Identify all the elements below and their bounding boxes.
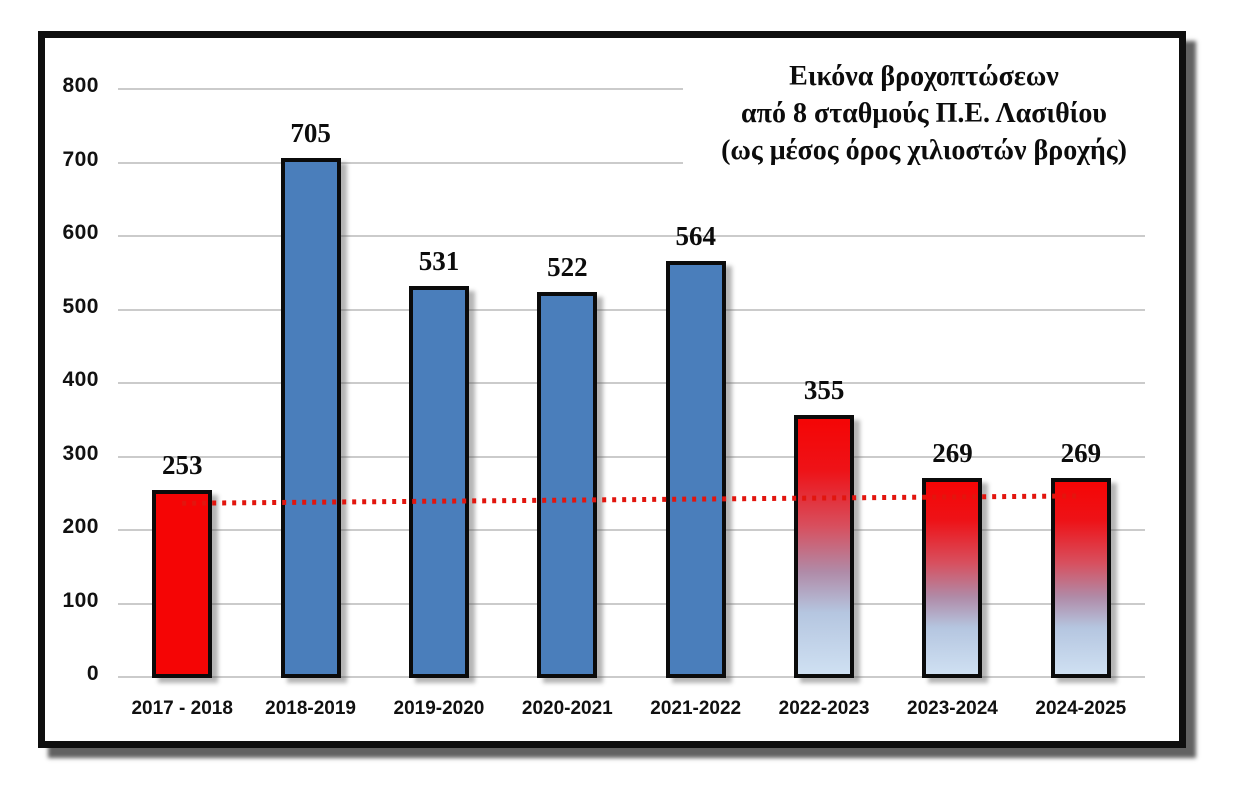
y-axis-tick-label: 800: [62, 74, 99, 97]
chart-title-line-3: (ως μέσος όρος χιλιοστών βροχής): [721, 135, 1127, 166]
gridline: [118, 676, 1145, 678]
gridline: [118, 88, 1145, 90]
bar-value-label: 253: [161, 450, 203, 481]
bar: [280, 157, 341, 678]
bar-value-label: 705: [290, 117, 331, 148]
y-axis-tick-label: 200: [62, 515, 99, 538]
bar: [537, 292, 598, 678]
x-axis-category-label: 2021-2022: [650, 698, 742, 719]
x-axis-category-label: 2018-2019: [265, 698, 356, 719]
bar-value-label: 355: [803, 375, 845, 406]
bar: [152, 490, 213, 678]
gridline: [118, 161, 1145, 164]
x-axis-category-label: 2023-2024: [907, 698, 998, 719]
gridline: [118, 455, 1145, 458]
bar-value-label: 269: [932, 438, 973, 469]
gridline: [118, 235, 1145, 237]
bar-value-label: 269: [1060, 438, 1102, 469]
bar: [794, 415, 855, 678]
y-axis-tick-label: 400: [62, 368, 99, 391]
gridline: [118, 602, 1145, 605]
chart-frame: Εικόνα βροχοπτώσεων από 8 σταθμούς Π.Ε. …: [38, 31, 1186, 748]
bar: [922, 478, 983, 678]
bar: [1050, 478, 1111, 678]
chart-title-line-2: από 8 σταθμούς Π.Ε. Λασιθίου: [741, 98, 1107, 129]
bar-value-label: 522: [547, 252, 588, 283]
chart-title-line-1: Εικόνα βροχοπτώσεων: [789, 61, 1059, 92]
x-axis-category-label: 2017 - 2018: [131, 698, 233, 719]
bar: [665, 261, 726, 678]
chart-area: Εικόνα βροχοπτώσεων από 8 σταθμούς Π.Ε. …: [45, 38, 1179, 741]
y-axis-tick-label: 300: [62, 441, 99, 465]
x-axis-category-label: 2024-2025: [1035, 698, 1127, 719]
gridline: [118, 529, 1145, 531]
y-axis-tick-label: 500: [62, 294, 99, 318]
y-axis-tick-label: 0: [86, 662, 99, 685]
x-axis-category-label: 2019-2020: [393, 698, 485, 719]
x-axis-category-label: 2020-2021: [521, 698, 613, 719]
y-axis-tick-label: 100: [62, 588, 99, 612]
x-axis-category-label: 2022-2023: [778, 698, 870, 719]
chart-title: Εικόνα βροχοπτώσεων από 8 σταθμούς Π.Ε. …: [683, 58, 1165, 169]
bar-value-label: 531: [418, 245, 460, 276]
y-axis-tick-label: 600: [62, 221, 99, 244]
bar-value-label: 564: [675, 221, 716, 252]
gridline: [118, 308, 1145, 311]
y-axis-tick-label: 700: [62, 147, 99, 171]
gridline: [118, 382, 1145, 384]
bar: [408, 285, 469, 678]
